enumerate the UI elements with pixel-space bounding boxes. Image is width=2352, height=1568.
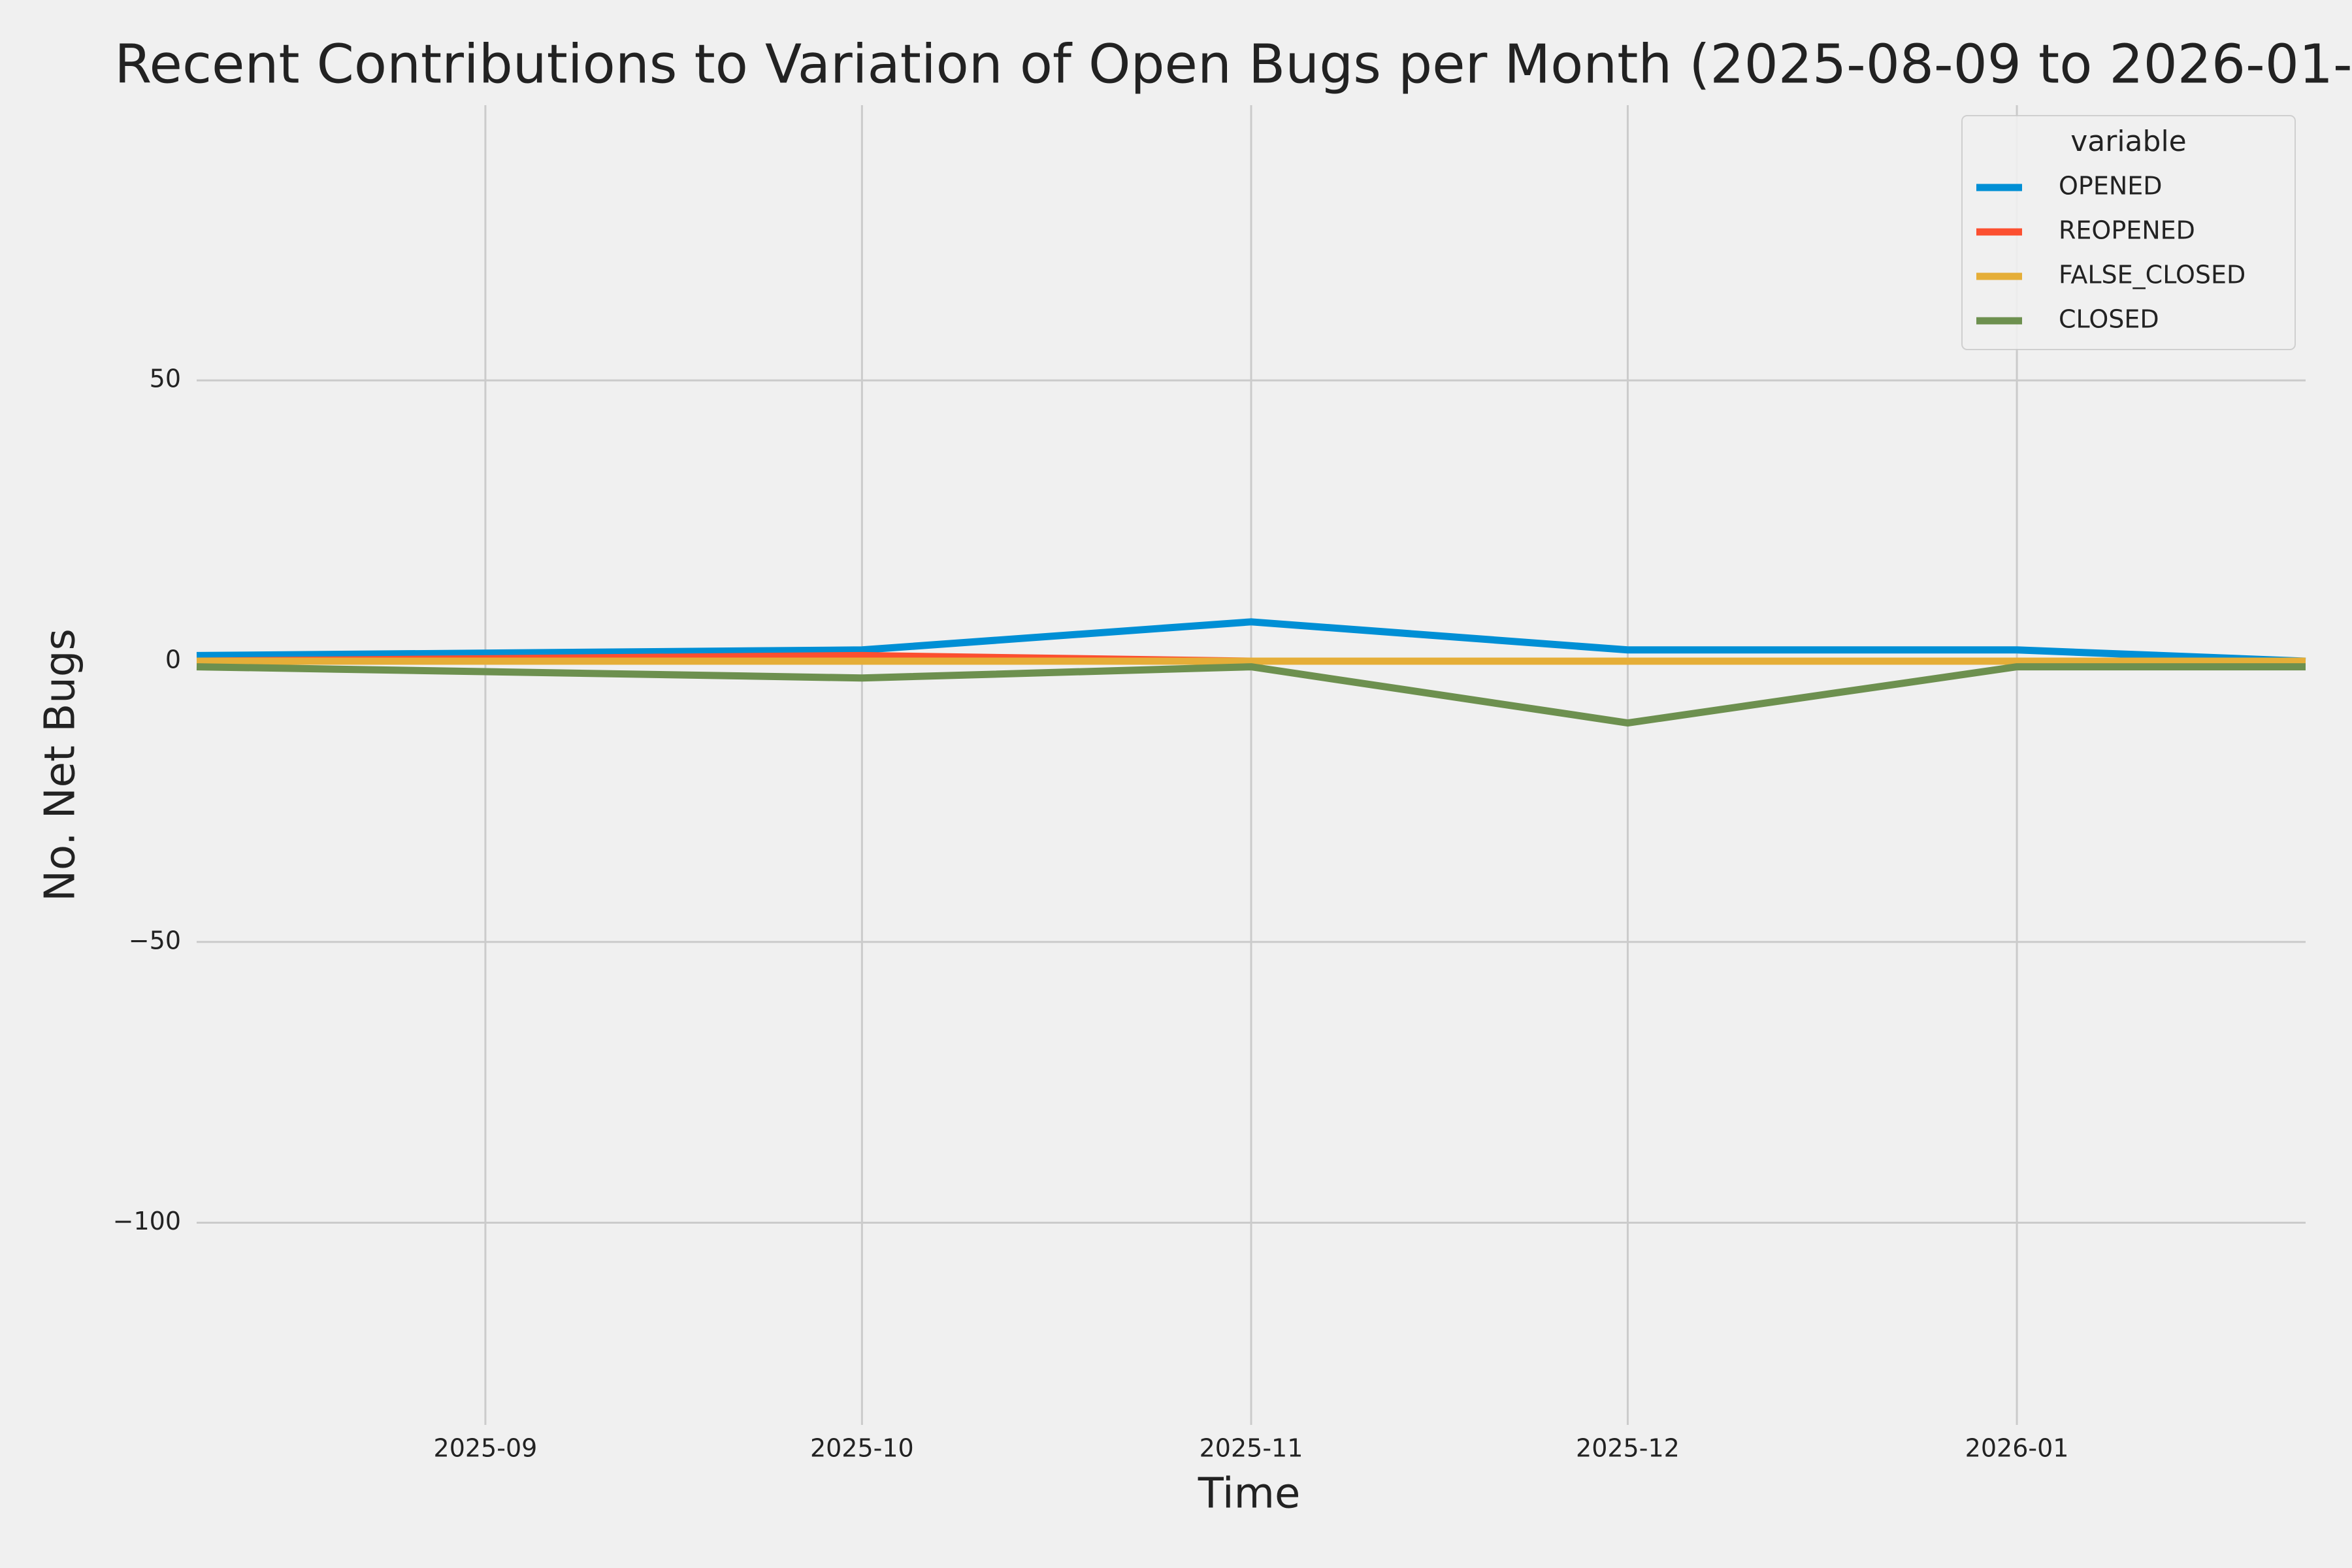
y-tick-label: −50 [129,926,181,955]
legend-label: CLOSED [2059,305,2159,334]
x-axis-label: Time [1198,1470,1301,1518]
series-line [196,663,2306,727]
x-tick-label: 2025-12 [1576,1434,1680,1463]
x-tick-label: 2025-10 [810,1434,914,1463]
y-axis-label: No. Net Bugs [37,629,85,902]
x-tick-label: 2025-11 [1200,1434,1303,1463]
legend-title: variable [2070,125,2187,158]
legend-label: FALSE_CLOSED [2059,261,2246,289]
y-tick-label: −100 [113,1207,181,1235]
series-line [196,618,2306,665]
chart-title: Recent Contributions to Variation of Ope… [114,33,2352,95]
x-tick-label: 2026-01 [1965,1434,2069,1463]
x-tick-label: 2025-09 [434,1434,538,1463]
y-tick-label: 50 [150,365,181,393]
legend-label: REOPENED [2059,216,2195,245]
legend-label: OPENED [2059,172,2163,201]
y-tick-label: 0 [165,645,181,674]
legend-box [1961,115,2296,350]
